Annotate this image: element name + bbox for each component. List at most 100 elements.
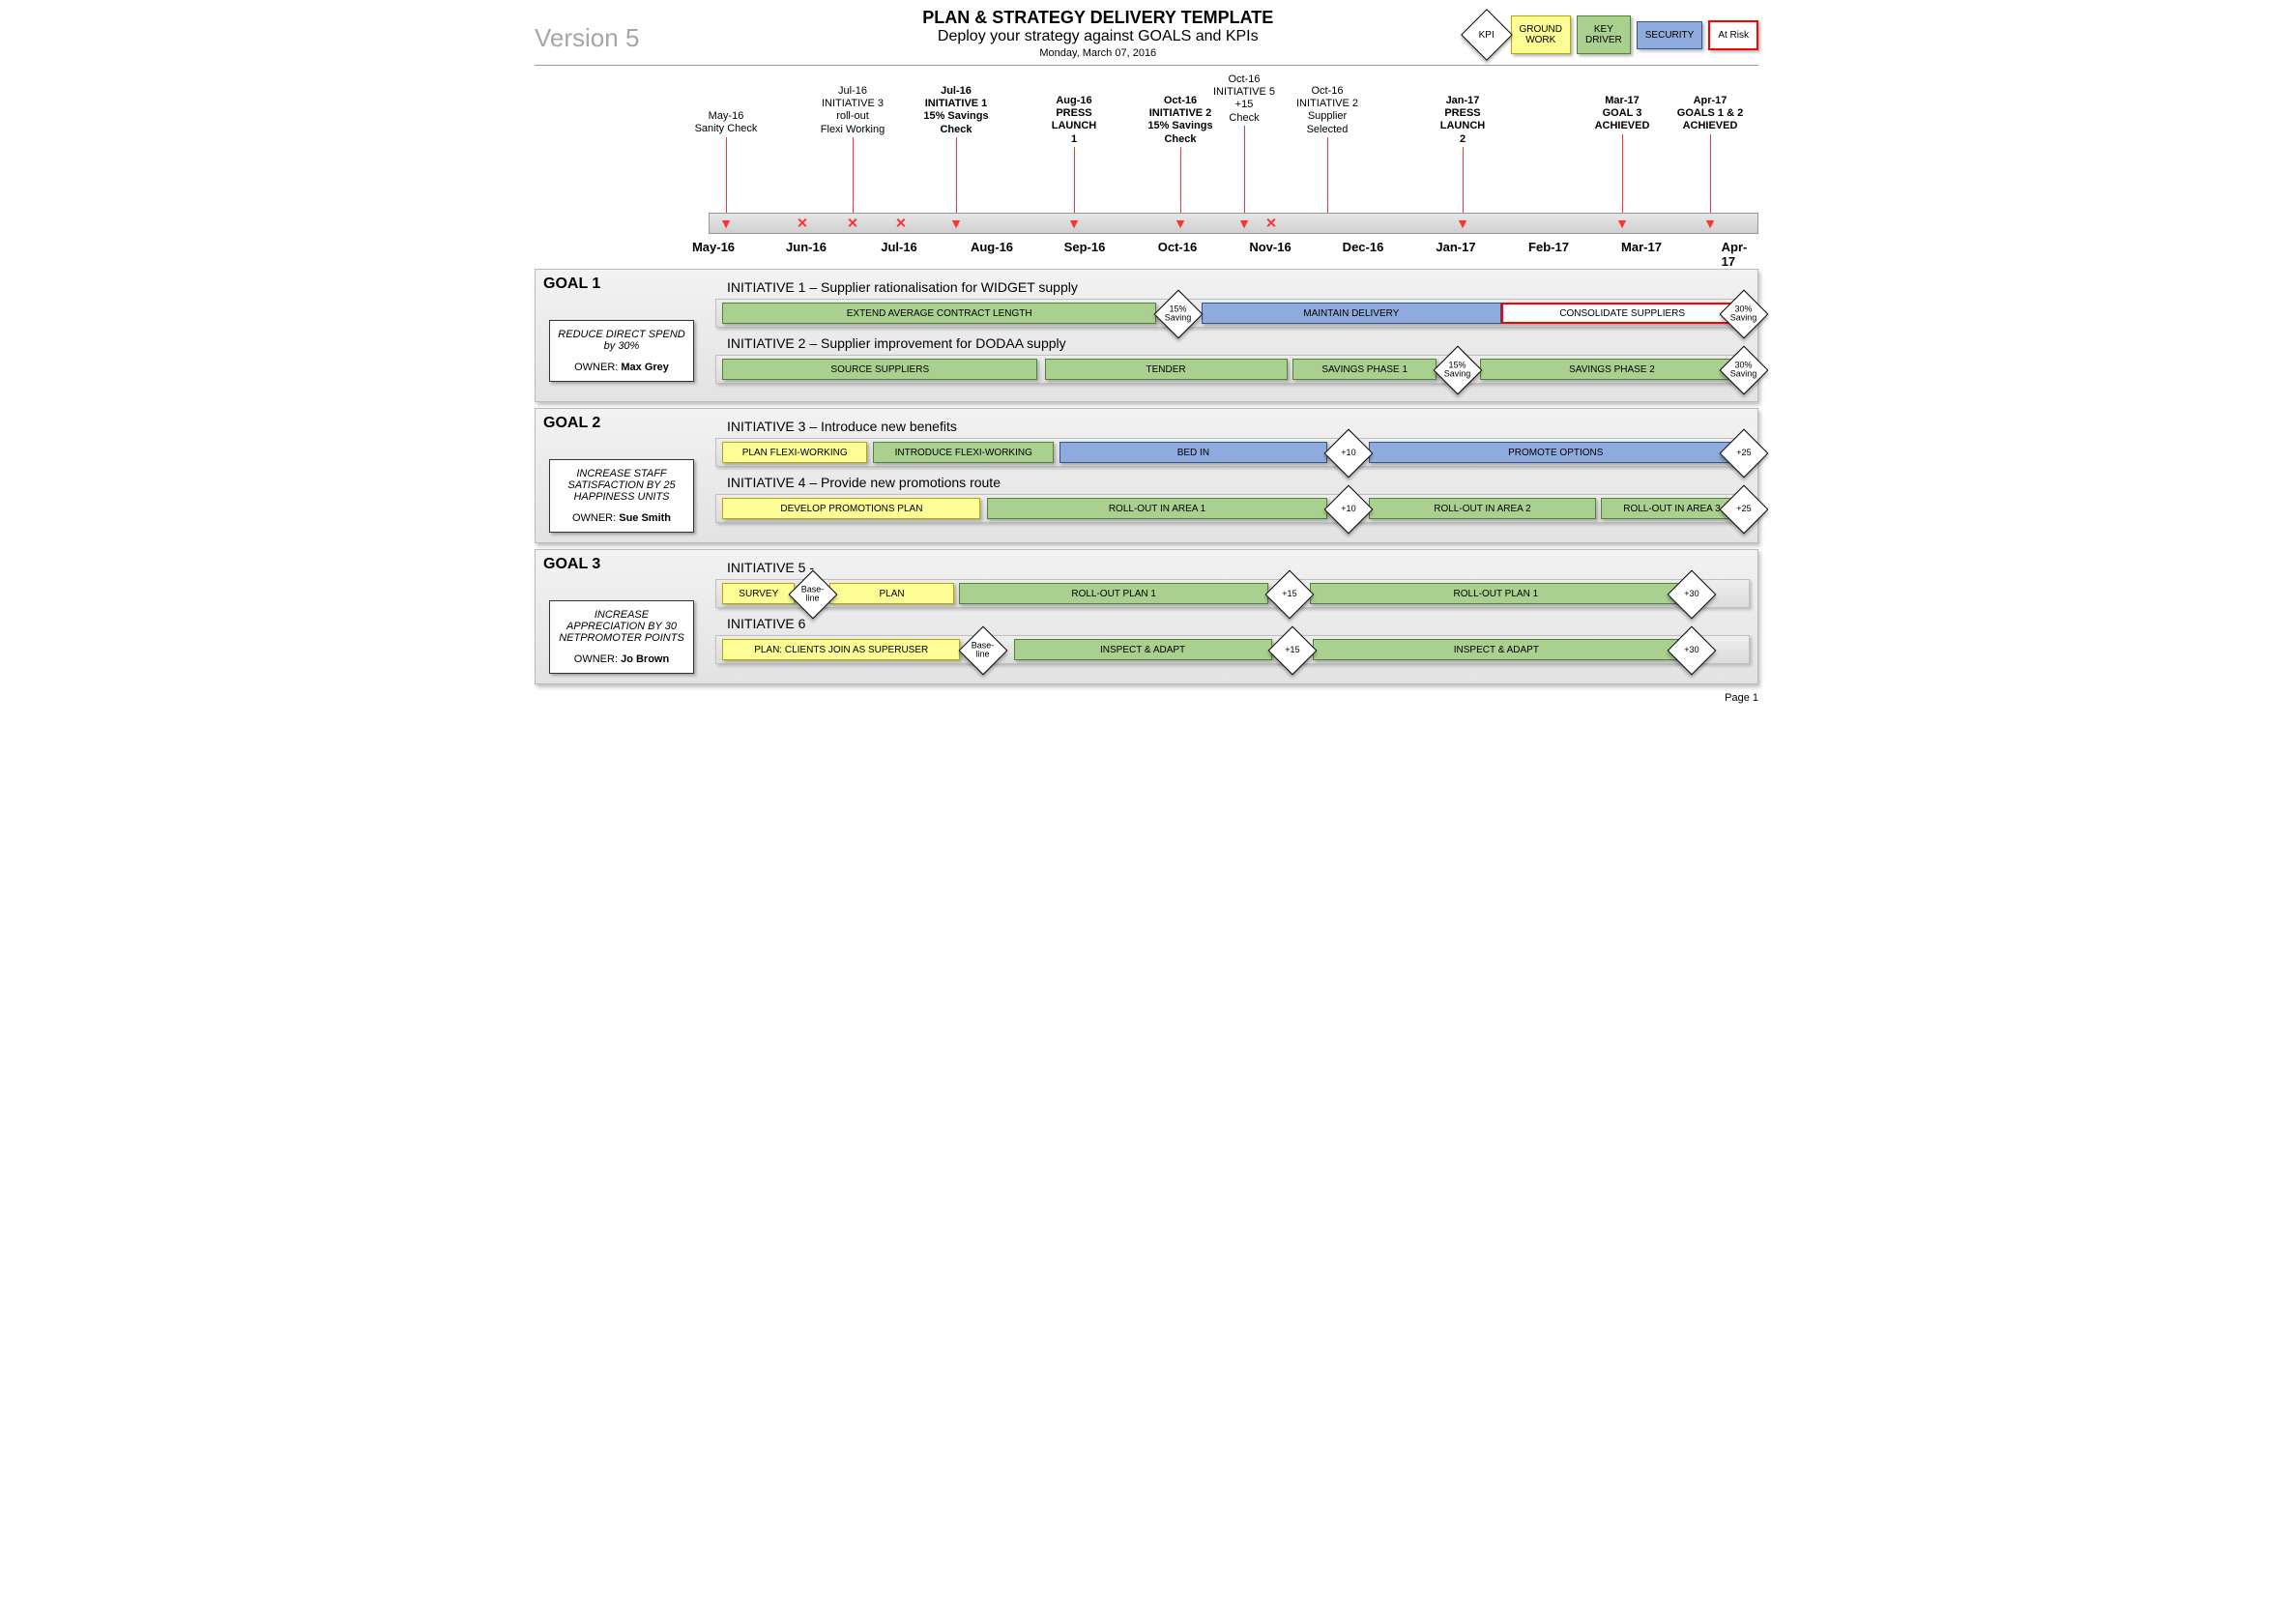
page-footer: Page 1 — [535, 692, 1758, 704]
month-label: Nov-16 — [1249, 240, 1291, 254]
legend-at-risk: At Risk — [1708, 20, 1758, 50]
activity-bar: PROMOTE OPTIONS — [1369, 442, 1743, 463]
kpi-diamond: +15 — [1264, 570, 1314, 620]
month-label: Dec-16 — [1343, 240, 1384, 254]
milestone-label: Oct-16INITIATIVE 2SupplierSelected — [1274, 85, 1380, 136]
activity-bar: ROLL-OUT PLAN 1 — [959, 583, 1268, 604]
initiative-row: PLAN FLEXI-WORKING INTRODUCE FLEXI-WORKIN… — [715, 438, 1750, 467]
kpi-diamond: Base- line — [789, 570, 838, 620]
kpi-diamond: Base- line — [958, 626, 1007, 676]
activity-bar: SAVINGS PHASE 1 — [1292, 359, 1437, 380]
activity-bar: ROLL-OUT IN AREA 2 — [1369, 498, 1596, 519]
goal-panel: GOAL 1 REDUCE DIRECT SPEND by 30% OWNER: M… — [535, 269, 1758, 402]
activity-bar: CONSOLIDATE SUPPLIERS — [1501, 303, 1744, 324]
goal-description: REDUCE DIRECT SPEND by 30% — [558, 329, 685, 352]
timeline: May-16Jun-16Jul-16Aug-16Sep-16Oct-16Nov-… — [535, 70, 1758, 263]
goal-heading: GOAL 1 — [543, 276, 715, 293]
kpi-diamond: +30 — [1668, 570, 1717, 620]
activity-bar: SOURCE SUPPLIERS — [722, 359, 1037, 380]
milestone-label: May-16Sanity Check — [673, 110, 779, 135]
goal-heading: GOAL 2 — [543, 415, 715, 432]
milestone-cross-icon: ✕ — [895, 216, 907, 232]
milestone-arrow-icon: ▼ — [1703, 216, 1717, 231]
milestone-label: Jan-17PRESSLAUNCH2 — [1409, 95, 1516, 146]
initiative-title: INITIATIVE 1 – Supplier rationalisation … — [727, 279, 1750, 295]
initiative-row: SURVEYPLANROLL-OUT PLAN 1ROLL-OUT PLAN 1… — [715, 579, 1750, 608]
activity-bar: EXTEND AVERAGE CONTRACT LENGTH — [722, 303, 1156, 324]
kpi-diamond: +30 — [1668, 626, 1717, 676]
initiative-row: DEVELOP PROMOTIONS PLAN ROLL-OUT IN AREA … — [715, 494, 1750, 523]
milestone-label: Apr-17GOALS 1 & 2ACHIEVED — [1657, 95, 1763, 133]
legend-security: SECURITY — [1637, 21, 1703, 49]
kpi-diamond: +10 — [1323, 429, 1373, 478]
milestone-arrow-icon: ▼ — [949, 216, 963, 231]
subtitle: Deploy your strategy against GOALS and K… — [728, 28, 1468, 45]
month-label: Sep-16 — [1064, 240, 1106, 254]
activity-bar: ROLL-OUT PLAN 1 — [1310, 583, 1681, 604]
milestone-arrow-icon: ▼ — [1615, 216, 1629, 231]
month-label: Jun-16 — [786, 240, 827, 254]
activity-bar: ROLL-OUT IN AREA 1 — [987, 498, 1327, 519]
goal-description: INCREASE STAFF SATISFACTION BY 25 HAPPIN… — [558, 468, 685, 503]
initiative-row: PLAN: CLIENTS JOIN AS SUPERUSER INSPECT &… — [715, 635, 1750, 664]
milestone-label: Aug-16PRESSLAUNCH1 — [1021, 95, 1127, 146]
milestone-arrow-icon: ▼ — [1174, 216, 1187, 231]
goal-owner: OWNER: Jo Brown — [558, 653, 685, 665]
milestone-cross-icon: ✕ — [847, 216, 858, 232]
legend-key-driver: KEY DRIVER — [1577, 15, 1631, 54]
initiative-row: EXTEND AVERAGE CONTRACT LENGTH MAINTAIN D… — [715, 299, 1750, 328]
initiative-row: SOURCE SUPPLIERSTENDERSAVINGS PHASE 1SAV… — [715, 355, 1750, 384]
kpi-diamond: +25 — [1719, 429, 1768, 478]
version-label: Version 5 — [535, 8, 728, 53]
header: Version 5 PLAN & STRATEGY DELIVERY TEMPL… — [535, 8, 1758, 66]
month-label: May-16 — [692, 240, 735, 254]
goal-card: INCREASE APPRECIATION BY 30 NETPROMOTER … — [549, 600, 694, 674]
milestone-arrow-icon: ▼ — [1456, 216, 1469, 231]
activity-bar: SURVEY — [722, 583, 795, 604]
kpi-diamond: 30% Saving — [1719, 346, 1768, 395]
activity-bar: SAVINGS PHASE 2 — [1480, 359, 1743, 380]
timeline-track — [709, 213, 1758, 234]
kpi-diamond: 30% Saving — [1719, 290, 1768, 339]
kpi-diamond: +25 — [1719, 485, 1768, 535]
activity-bar: INSPECT & ADAPT — [1313, 639, 1679, 660]
month-label: Jan-17 — [1436, 240, 1475, 254]
legend: KPI GROUND WORK KEY DRIVER SECURITY At R… — [1468, 8, 1758, 54]
goal-panel: GOAL 3 INCREASE APPRECIATION BY 30 NETPRO… — [535, 549, 1758, 684]
goals-container: GOAL 1 REDUCE DIRECT SPEND by 30% OWNER: M… — [535, 269, 1758, 684]
month-label: Aug-16 — [971, 240, 1013, 254]
goal-panel: GOAL 2 INCREASE STAFF SATISFACTION BY 25 … — [535, 408, 1758, 543]
goal-card: REDUCE DIRECT SPEND by 30% OWNER: Max Gre… — [549, 320, 694, 382]
activity-bar: PLAN: CLIENTS JOIN AS SUPERUSER — [722, 639, 960, 660]
kpi-diamond: +15 — [1267, 626, 1317, 676]
month-label: Jul-16 — [881, 240, 917, 254]
goal-description: INCREASE APPRECIATION BY 30 NETPROMOTER … — [558, 609, 685, 644]
main-title: PLAN & STRATEGY DELIVERY TEMPLATE — [728, 8, 1468, 28]
date: Monday, March 07, 2016 — [728, 47, 1468, 59]
milestone-cross-icon: ✕ — [797, 216, 808, 232]
kpi-diamond: 15% Saving — [1154, 290, 1204, 339]
month-label: Feb-17 — [1528, 240, 1569, 254]
milestone-label: Jul-16INITIATIVE 3roll-outFlexi Working — [799, 85, 906, 136]
activity-bar: PLAN FLEXI-WORKING — [722, 442, 867, 463]
activity-bar: BED IN — [1059, 442, 1328, 463]
goal-owner: OWNER: Sue Smith — [558, 512, 685, 524]
initiative-title: INITIATIVE 6 — [727, 616, 1750, 631]
initiative-title: INITIATIVE 3 – Introduce new benefits — [727, 419, 1750, 434]
month-label: Mar-17 — [1621, 240, 1662, 254]
milestone-arrow-icon: ▼ — [1067, 216, 1081, 231]
legend-kpi-icon: KPI — [1461, 9, 1513, 61]
initiative-title: INITIATIVE 2 – Supplier improvement for … — [727, 335, 1750, 351]
goal-owner: OWNER: Max Grey — [558, 362, 685, 373]
month-label: Apr-17 — [1722, 240, 1748, 269]
goal-card: INCREASE STAFF SATISFACTION BY 25 HAPPIN… — [549, 459, 694, 533]
milestone-label: Jul-16INITIATIVE 115% SavingsCheck — [903, 85, 1009, 136]
goal-heading: GOAL 3 — [543, 556, 715, 573]
kpi-diamond: +10 — [1323, 485, 1373, 535]
activity-bar: INSPECT & ADAPT — [1014, 639, 1272, 660]
legend-ground-work: GROUND WORK — [1511, 15, 1571, 54]
activity-bar: DEVELOP PROMOTIONS PLAN — [722, 498, 980, 519]
activity-bar: MAINTAIN DELIVERY — [1202, 303, 1501, 324]
activity-bar: INTRODUCE FLEXI-WORKING — [873, 442, 1054, 463]
milestone-arrow-icon: ▼ — [1237, 216, 1251, 231]
